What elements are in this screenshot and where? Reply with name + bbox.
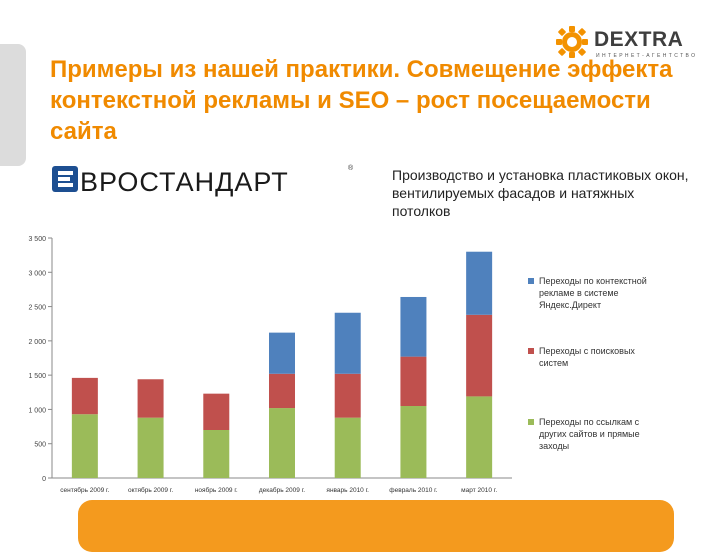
x-tick-label: январь 2010 г. bbox=[326, 487, 369, 494]
bottom-banner bbox=[78, 500, 674, 552]
bar-segment bbox=[203, 393, 230, 430]
bar-segment bbox=[400, 296, 427, 357]
legend-label: Переходы с поисковых систем bbox=[539, 346, 635, 368]
left-tab-decoration bbox=[0, 44, 26, 166]
y-tick-label: 3 000 bbox=[28, 270, 46, 277]
traffic-chart: 0 500 1 000 1 500 2 000 2 500 3 000 3 500 сентя… bbox=[28, 236, 647, 494]
client-name: ВРОСТАНДАРТ bbox=[80, 167, 289, 197]
x-tick-label: март 2010 г. bbox=[461, 487, 497, 494]
y-tick-label: 500 bbox=[34, 442, 46, 449]
bar-segment bbox=[334, 373, 361, 418]
y-tick-label: 2 500 bbox=[28, 305, 46, 312]
bar-segment bbox=[137, 417, 164, 478]
logo-name: DEXTRA bbox=[594, 28, 684, 51]
bar-segment bbox=[203, 430, 230, 478]
x-tick-label: сентябрь 2009 г. bbox=[60, 486, 109, 494]
y-tick-label: 2 000 bbox=[28, 339, 46, 346]
bar-segment bbox=[334, 312, 361, 374]
y-tick-label: 1 000 bbox=[28, 407, 46, 414]
x-tick-label: декабрь 2009 г. bbox=[259, 486, 305, 494]
y-tick-label: 3 500 bbox=[28, 236, 46, 243]
x-tick-label: октябрь 2009 г. bbox=[128, 486, 173, 494]
bar-segment bbox=[71, 414, 98, 478]
bar-segment bbox=[466, 396, 493, 478]
bar-segment bbox=[400, 356, 427, 406]
x-tick-label: ноябрь 2009 г. bbox=[195, 486, 238, 494]
y-tick-label: 1 500 bbox=[28, 373, 46, 380]
page-title: Примеры из нашей практики. Совмещение эф… bbox=[50, 56, 673, 145]
bar-segment bbox=[269, 373, 295, 409]
legend-swatch bbox=[528, 348, 534, 354]
dextra-logo: DEXTRA ИНТЕРНЕТ-АГЕНТСТВО bbox=[552, 24, 702, 64]
x-tick-label: февраль 2010 г. bbox=[389, 487, 437, 494]
bar-segment bbox=[269, 332, 295, 374]
legend-label: Переходы по контекстной рекламе в системе… bbox=[539, 276, 647, 310]
bar-segment bbox=[334, 417, 361, 478]
legend-swatch bbox=[528, 278, 534, 284]
legend-label: Переходы по ссылкам с других сайтов и пря… bbox=[539, 417, 640, 451]
client-logo-mark bbox=[52, 166, 78, 192]
bar-segment bbox=[269, 408, 295, 478]
bar-segment bbox=[400, 406, 427, 478]
bar-segment bbox=[466, 251, 493, 315]
y-tick-label: 0 bbox=[42, 476, 46, 483]
bar-segment bbox=[466, 314, 493, 397]
bar-segment bbox=[137, 379, 164, 418]
bar-segment bbox=[71, 377, 98, 415]
registered-mark: ® bbox=[348, 165, 354, 172]
logo-tagline: ИНТЕРНЕТ-АГЕНТСТВО bbox=[596, 53, 698, 59]
client-description: Производство и установка пластиковых око… bbox=[392, 167, 689, 219]
dextra-gear-icon bbox=[556, 26, 588, 58]
legend-swatch bbox=[528, 419, 534, 425]
